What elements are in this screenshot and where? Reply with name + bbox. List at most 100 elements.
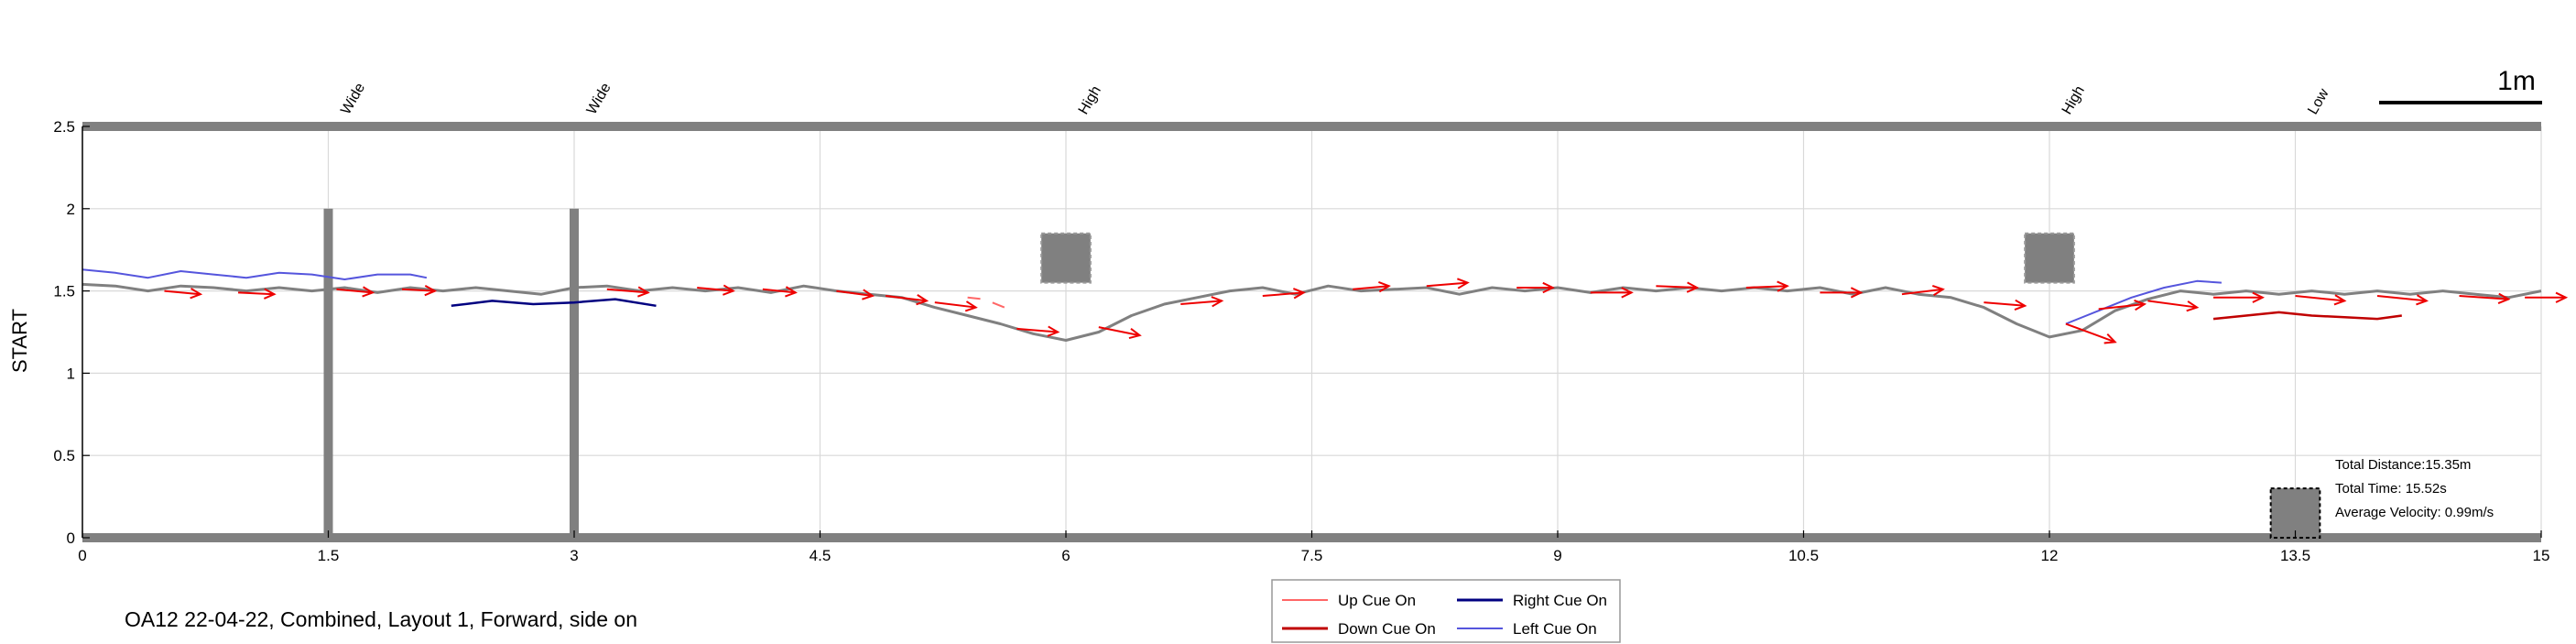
x-tick-label: 7.5: [1301, 547, 1323, 564]
legend-label-left: Left Cue On: [1513, 620, 1597, 638]
chart-caption: OA12 22-04-22, Combined, Layout 1, Forwa…: [125, 607, 637, 631]
y-tick-label: 2: [67, 201, 75, 218]
arrow-head: [2497, 292, 2511, 304]
arrow-shaft: [697, 287, 734, 292]
direction-arrow: [606, 286, 650, 298]
legend-label-down: Down Cue On: [1338, 620, 1436, 638]
obstacle-label: Wide: [584, 81, 614, 117]
legend-label-right: Right Cue On: [1513, 592, 1607, 609]
direction-arrow: [401, 284, 438, 297]
arrow-head: [2252, 291, 2265, 303]
legend: Up Cue On Right Cue On Down Cue On Left …: [1271, 579, 1621, 643]
arrow-shaft: [401, 288, 435, 292]
arrow-head: [362, 286, 375, 298]
arrow-shaft: [238, 291, 275, 296]
x-tick-label: 9: [1553, 547, 1561, 564]
direction-arrow: [1098, 326, 1142, 340]
arrow-head: [190, 288, 203, 300]
obstacle-high: [2024, 232, 2075, 284]
x-tick-label: 4.5: [810, 547, 831, 564]
arrow-shaft: [1984, 301, 2026, 307]
arrow-shaft: [1262, 291, 1304, 297]
arrow-head: [2555, 291, 2569, 303]
arrow-shaft: [1098, 326, 1140, 337]
direction-arrow: [1516, 281, 1555, 294]
arrow-head: [2014, 299, 2027, 311]
arrow-shaft: [934, 301, 976, 309]
arrow-shaft: [1180, 300, 1223, 305]
arrow-shaft: [1426, 281, 1468, 288]
x-tick-label: 6: [1061, 547, 1070, 564]
arrow-head: [862, 289, 875, 300]
x-tick-label: 3: [570, 547, 578, 564]
direction-arrow: [1656, 281, 1700, 293]
arrow-head: [1542, 281, 1555, 294]
arrow-head: [264, 288, 277, 300]
stats-box: Total Distance:15.35m Total Time: 15.52s…: [2335, 457, 2494, 520]
y-tick-label: 0.5: [53, 447, 75, 464]
arrow-shaft: [836, 289, 873, 297]
arrow-head: [1211, 296, 1224, 308]
arrow-shaft: [606, 288, 648, 294]
arrow-shaft: [2065, 322, 2115, 344]
obstacle-labels: Wide Wide High High Low: [338, 81, 2332, 117]
direction-arrow: [2525, 291, 2569, 303]
arrow-head: [424, 284, 438, 297]
direction-arrow: [1262, 288, 1306, 300]
x-tick-label: 12: [2041, 547, 2059, 564]
top-wall: [82, 122, 2541, 131]
arrow-shaft: [2098, 302, 2145, 311]
direction-arrow: [1745, 280, 1789, 292]
arrow-shaft: [2295, 294, 2345, 302]
x-tick-label: 10.5: [1788, 547, 1819, 564]
arrow-shaft: [2376, 294, 2427, 302]
arrow-head: [723, 284, 735, 296]
arrow-shaft: [885, 294, 927, 302]
arrow-head: [2134, 299, 2147, 311]
arrow-shaft: [336, 288, 373, 294]
direction-arrow: [1901, 284, 1945, 297]
series-left-cue-on: [2065, 279, 2222, 325]
direction-arrow: [934, 300, 978, 312]
legend-label-up: Up Cue On: [1338, 592, 1416, 609]
x-tick-label: 13.5: [2280, 547, 2310, 564]
arrow-shaft: [1353, 285, 1389, 290]
arrow-shaft: [1016, 327, 1059, 333]
y-tick-label: 1.5: [53, 283, 75, 300]
direction-arrow: [1426, 278, 1470, 289]
arrow-head: [637, 286, 650, 298]
grid-lines: [82, 126, 2542, 539]
x-tick-label: 0: [78, 547, 86, 564]
arrow-shaft: [1745, 285, 1788, 289]
arrow-shaft: [2147, 300, 2198, 309]
scale-bar-label: 1m: [2497, 66, 2536, 96]
arrow-head: [1457, 278, 1470, 289]
total-distance: Total Distance:15.35m: [2335, 457, 2471, 473]
arrow-head: [2186, 300, 2200, 312]
arrow-head: [916, 294, 929, 306]
direction-arrow: [238, 288, 277, 300]
y-tick-label: 2.5: [53, 118, 75, 136]
arrow-shaft: [2459, 294, 2509, 300]
direction-arrow: [697, 284, 735, 296]
arrow-shaft: [762, 288, 796, 294]
direction-arrow: [1984, 299, 2027, 311]
obstacle-label: High: [2060, 83, 2088, 117]
direction-arrow: [2065, 322, 2117, 344]
y-tick-label: 0: [67, 529, 75, 547]
arrow-head: [1047, 325, 1060, 337]
arrow-head: [2103, 333, 2117, 344]
legend-box: [1271, 579, 1621, 643]
obstacle-label: Low: [2305, 86, 2332, 117]
obstacle-wide: [323, 208, 333, 539]
direction-arrow: [2295, 294, 2347, 306]
obstacle-low: [2269, 487, 2321, 539]
arrow-head: [1931, 284, 1945, 297]
direction-arrow: [2213, 291, 2265, 303]
arrow-head: [1293, 288, 1306, 300]
arrow-head: [785, 286, 798, 298]
scale-bar: 1m: [2379, 66, 2542, 104]
series-down-cue-on: [2212, 311, 2402, 321]
arrow-head: [1686, 281, 1700, 293]
